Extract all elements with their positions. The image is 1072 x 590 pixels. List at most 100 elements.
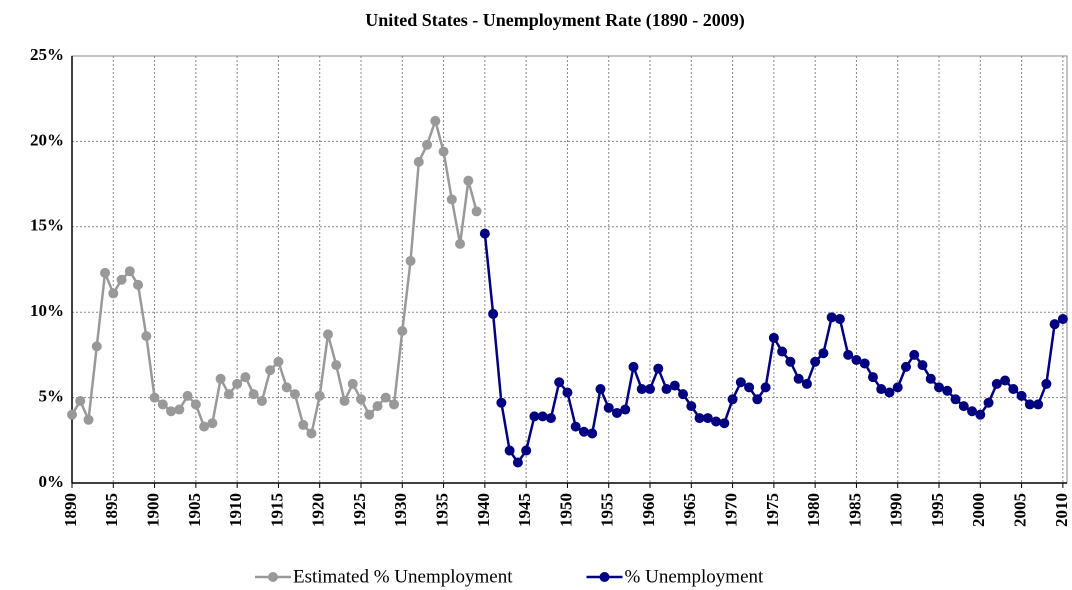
data-point — [554, 377, 565, 388]
data-point — [735, 377, 746, 388]
data-point — [884, 387, 895, 398]
data-point — [438, 146, 449, 157]
data-point — [157, 399, 168, 410]
data-point — [75, 396, 86, 407]
x-tick-label: 1890 — [61, 493, 80, 527]
x-tick-label: 1985 — [845, 493, 864, 527]
x-tick-label: 1975 — [763, 493, 782, 527]
x-tick-label: 2000 — [969, 493, 988, 527]
data-point — [281, 382, 292, 393]
x-tick-label: 1995 — [928, 493, 947, 527]
data-point — [645, 384, 656, 395]
data-point — [859, 358, 870, 369]
data-point — [678, 389, 689, 400]
data-point — [834, 314, 845, 325]
data-point — [578, 426, 589, 437]
x-tick-label: 1970 — [721, 493, 740, 527]
data-point — [686, 401, 697, 412]
x-tick-label: 1905 — [185, 493, 204, 527]
x-tick-label: 1930 — [391, 493, 410, 527]
data-point — [240, 372, 251, 383]
data-point — [479, 228, 490, 239]
data-point — [67, 409, 77, 420]
data-point — [133, 279, 144, 290]
data-point — [471, 206, 482, 217]
data-point — [455, 238, 466, 249]
data-point — [1041, 378, 1052, 389]
data-point — [876, 384, 887, 395]
x-tick-label: 1920 — [309, 493, 328, 527]
legend-item: % Unemployment — [586, 566, 765, 587]
data-point — [958, 401, 969, 412]
data-point — [166, 406, 177, 417]
y-tick-label: 10% — [30, 301, 64, 320]
data-point — [529, 411, 540, 422]
data-point — [100, 267, 111, 278]
data-point — [91, 341, 102, 352]
legend-marker — [599, 572, 610, 582]
data-point — [727, 394, 738, 405]
data-point — [595, 384, 606, 395]
x-tick-label: 1965 — [680, 493, 699, 527]
x-tick-label: 1960 — [639, 493, 658, 527]
data-point — [843, 349, 854, 360]
data-point — [744, 382, 755, 393]
data-point — [900, 361, 911, 372]
data-point — [248, 389, 259, 400]
data-point — [917, 360, 928, 371]
x-tick-label: 2005 — [1010, 493, 1029, 527]
data-point — [83, 414, 94, 425]
data-point — [810, 356, 821, 367]
data-point — [430, 115, 441, 126]
data-point — [653, 363, 664, 374]
data-point — [818, 348, 829, 359]
data-point — [380, 392, 391, 403]
data-point — [1000, 375, 1011, 386]
data-point — [793, 373, 804, 384]
legend-marker — [268, 572, 278, 582]
chart-title: United States - Unemployment Rate (1890 … — [365, 10, 744, 31]
x-tick-label: 1990 — [887, 493, 906, 527]
data-point — [1033, 399, 1044, 410]
x-tick-label: 1980 — [804, 493, 823, 527]
data-point — [587, 428, 598, 439]
data-point — [182, 390, 193, 401]
data-point — [273, 356, 284, 367]
data-point — [768, 332, 779, 343]
data-point — [331, 360, 342, 371]
data-point — [967, 406, 978, 417]
data-point — [413, 156, 424, 167]
data-point — [108, 288, 119, 299]
data-point — [405, 255, 416, 266]
data-point — [339, 396, 350, 407]
data-point — [545, 413, 556, 424]
x-tick-label: 1925 — [350, 493, 369, 527]
data-point — [496, 397, 507, 408]
data-point — [760, 382, 771, 393]
x-tick-label: 1895 — [102, 493, 121, 527]
data-point — [611, 407, 622, 418]
x-tick-label: 1910 — [226, 493, 245, 527]
x-tick-label: 1950 — [556, 493, 575, 527]
data-point — [215, 373, 226, 384]
data-point — [488, 308, 499, 319]
plot-area — [71, 55, 1068, 484]
x-tick-label: 1955 — [598, 493, 617, 527]
data-point — [298, 419, 309, 430]
data-point — [909, 349, 920, 360]
data-point — [356, 394, 367, 405]
series-line — [70, 116, 478, 437]
data-point — [504, 445, 515, 456]
data-point — [141, 331, 152, 342]
y-tick-label: 15% — [30, 216, 64, 235]
data-point — [463, 175, 474, 186]
data-point — [950, 394, 961, 405]
data-point — [124, 266, 135, 277]
legend-label: % Unemployment — [625, 566, 765, 587]
data-point — [752, 394, 763, 405]
data-point — [1049, 319, 1060, 330]
data-point — [892, 382, 903, 393]
data-point — [446, 194, 457, 205]
data-point — [521, 445, 532, 456]
